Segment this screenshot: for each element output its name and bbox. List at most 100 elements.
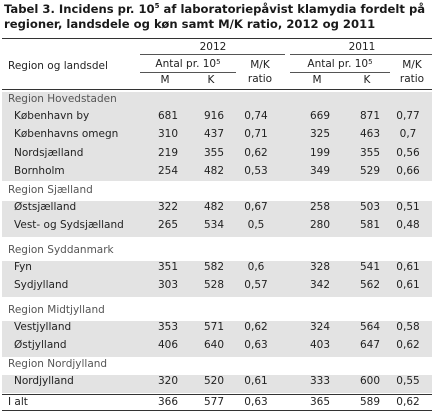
value-k12: 520 — [203, 375, 224, 387]
value-r12: 0,53 — [244, 165, 268, 177]
value-r11: 0,56 — [396, 147, 420, 159]
k-header-2012: K — [207, 74, 215, 86]
value-r12: 0,6 — [247, 261, 265, 273]
value-k12: 355 — [203, 147, 224, 159]
landsdel-label: Bornholm — [14, 165, 65, 177]
value-k11: 871 — [359, 110, 380, 122]
value-m11: 333 — [309, 375, 330, 387]
ratio-header-2012: ratio — [247, 73, 273, 85]
m-header-2011: M — [312, 74, 322, 86]
value-k12: 482 — [203, 165, 224, 177]
value-r12: 0,67 — [244, 201, 268, 213]
mk-header-2011: M/K — [402, 59, 422, 71]
value-m12: 303 — [157, 279, 178, 291]
value-r12: 0,62 — [244, 321, 268, 333]
value-m12: 320 — [157, 375, 178, 387]
value-k11: 503 — [359, 201, 380, 213]
value-r12: 0,62 — [244, 147, 268, 159]
value-r12: 0,5 — [247, 219, 265, 231]
value-k11: 647 — [359, 339, 380, 351]
year-2012-header: 2012 — [199, 41, 227, 53]
value-k11: 355 — [359, 147, 380, 159]
value-m11: 258 — [309, 201, 330, 213]
value-m12: 265 — [157, 219, 178, 231]
antal-header-2011: Antal pr. 105 — [307, 58, 373, 70]
table-title: Tabel 3. Incidens pr. 105 af laboratorie… — [4, 2, 426, 31]
shaded-band — [2, 92, 432, 181]
landsdel-label: Vestjylland — [14, 321, 72, 333]
value-m11: 199 — [309, 147, 330, 159]
value-r11: 0,51 — [396, 201, 420, 213]
value-k11: 463 — [359, 128, 380, 140]
value-m11: 349 — [309, 165, 330, 177]
value-k12: 640 — [203, 339, 224, 351]
landsdel-label: Østjylland — [14, 339, 67, 351]
landsdel-label: Nordjylland — [14, 375, 74, 387]
landsdel-label: Fyn — [14, 261, 32, 273]
value-k12: 571 — [203, 321, 224, 333]
shaded-band — [2, 321, 432, 357]
header-rule — [2, 89, 432, 90]
value-r11: 0,58 — [396, 321, 420, 333]
region-group-label: Region Hovedstaden — [8, 93, 117, 105]
value-k11: 541 — [359, 261, 380, 273]
value-m11: 403 — [309, 339, 330, 351]
value-k12: 916 — [203, 110, 224, 122]
value-r12: 0,57 — [244, 279, 268, 291]
value-r12: 0,61 — [244, 375, 268, 387]
landsdel-label: Vest- og Sydsjælland — [14, 219, 124, 231]
value-m11: 280 — [309, 219, 330, 231]
value-m12: 681 — [157, 110, 178, 122]
value-m12: 366 — [157, 396, 178, 408]
region-group-label: Region Midtjylland — [8, 304, 105, 316]
value-k12: 528 — [203, 279, 224, 291]
value-m12: 254 — [157, 165, 178, 177]
value-r11: 0,77 — [396, 110, 420, 122]
year-2011-header: 2011 — [348, 41, 376, 53]
year-2011-underline — [290, 54, 432, 55]
antal-2011-underline — [290, 72, 390, 73]
value-r11: 0,7 — [399, 128, 417, 140]
value-r11: 0,66 — [396, 165, 420, 177]
value-k11: 562 — [359, 279, 380, 291]
landsdel-label: Nordsjælland — [14, 147, 84, 159]
value-m11: 669 — [309, 110, 330, 122]
ratio-header-2011: ratio — [399, 73, 425, 85]
total-rule — [2, 394, 432, 395]
value-k11: 529 — [359, 165, 380, 177]
value-r11: 0,48 — [396, 219, 420, 231]
value-k11: 564 — [359, 321, 380, 333]
value-k12: 482 — [203, 201, 224, 213]
value-k11: 581 — [359, 219, 380, 231]
m-header-2012: M — [160, 74, 170, 86]
landsdel-label: Sydjylland — [14, 279, 69, 291]
shaded-band — [2, 201, 432, 237]
value-r12: 0,63 — [244, 339, 268, 351]
value-m12: 219 — [157, 147, 178, 159]
value-k12: 437 — [203, 128, 224, 140]
value-r12: 0,71 — [244, 128, 268, 140]
value-m12: 322 — [157, 201, 178, 213]
landsdel-label: København by — [14, 110, 90, 122]
region-group-label: Region Nordjylland — [8, 358, 108, 370]
value-k12: 582 — [203, 261, 224, 273]
region-column-header: Region og landsdel — [8, 60, 108, 72]
value-r11: 0,55 — [396, 375, 420, 387]
value-m11: 365 — [309, 396, 330, 408]
k-header-2011: K — [363, 74, 371, 86]
value-r12: 0,74 — [244, 110, 268, 122]
shaded-band — [2, 375, 432, 393]
value-r11: 0,61 — [396, 279, 420, 291]
value-m11: 325 — [309, 128, 330, 140]
region-group-label: Region Sjælland — [8, 184, 93, 196]
value-m12: 310 — [157, 128, 178, 140]
value-k11: 589 — [359, 396, 380, 408]
region-group-label: Region Syddanmark — [8, 244, 114, 256]
landsdel-label: Københavns omegn — [14, 128, 119, 140]
year-2012-underline — [140, 54, 285, 55]
antal-2012-underline — [140, 72, 236, 73]
value-m11: 324 — [309, 321, 330, 333]
mk-header-2012: M/K — [250, 59, 270, 71]
value-k12: 534 — [203, 219, 224, 231]
